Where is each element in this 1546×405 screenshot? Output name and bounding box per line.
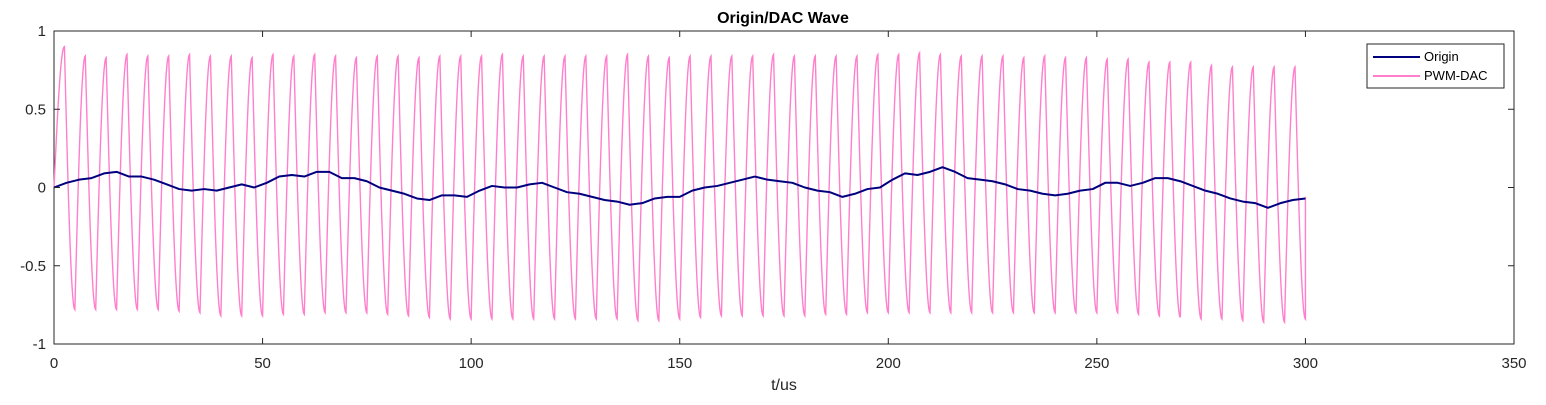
y-tick-label: -0.5 [20,258,46,275]
x-tick-label: 300 [1293,355,1318,372]
series-layer [53,45,1307,325]
chart-title: Origin/DAC Wave [717,10,849,27]
legend-box [1366,43,1505,89]
x-axis-label: t/us [771,377,797,394]
series-line-pwm-dac [53,45,1307,325]
x-tick-label: 0 [50,355,58,372]
x-tick-label: 250 [1084,355,1109,372]
series-line-origin [53,166,1306,209]
x-tick-label: 150 [667,355,692,372]
legend-label-pwm-dac: PWM-DAC [1424,68,1488,83]
x-tick-label: 100 [459,355,484,372]
y-tick-label: 0.5 [25,101,46,118]
legend: Origin PWM-DAC [1366,43,1505,89]
x-tick-label: 350 [1501,355,1526,372]
x-tick-label: 200 [876,355,901,372]
x-axis: 0 50 100 150 200 250 300 350 [50,31,1527,372]
y-tick-label: 1 [38,23,46,40]
y-axis: 1 0.5 0 -0.5 -1 [20,23,1514,353]
x-tick-label: 50 [254,355,271,372]
y-tick-label: 0 [38,180,46,197]
y-tick-label: -1 [33,336,46,353]
legend-label-origin: Origin [1424,49,1459,64]
